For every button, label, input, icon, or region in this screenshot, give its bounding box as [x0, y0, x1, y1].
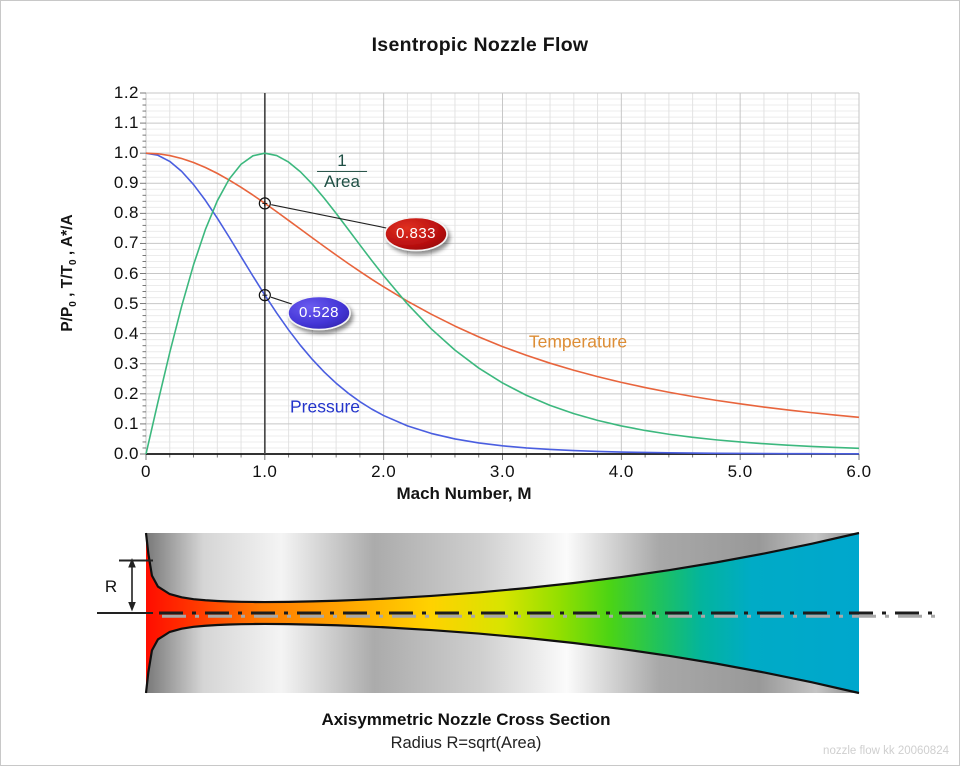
area-label-numerator: 1 [337, 150, 347, 170]
nozzle-caption-title: Axisymmetric Nozzle Cross Section [321, 710, 611, 729]
y-tick-label: 0.0 [113, 444, 139, 463]
y-tick-label: 0.4 [113, 323, 139, 343]
area-label-denominator: Area [317, 170, 367, 192]
x-tick-label: 5.0 [727, 462, 753, 481]
y-tick-label: 0.3 [113, 353, 139, 373]
callout-value-pressure: 0.528 [298, 304, 340, 322]
x-tick-label: 1.0 [252, 462, 278, 481]
callout-marker-icon [258, 289, 271, 302]
nozzle-caption: Axisymmetric Nozzle Cross Section Radius… [138, 710, 794, 753]
y-tick-label: 0.9 [113, 173, 139, 193]
nozzle-wall-top [144, 531, 860, 604]
y-tick-label: 1.1 [113, 113, 139, 133]
curve-pressure [145, 152, 860, 455]
callout-bubble [384, 216, 448, 252]
y-tick-label: 0.8 [113, 203, 139, 223]
y-tick-label: 0.1 [113, 413, 139, 433]
y-axis-title: P/P0 , T/T0 , A*/A [58, 214, 80, 332]
y-tick-label: 1.2 [113, 83, 139, 102]
radius-label: R [104, 577, 118, 596]
y-tick-label: 0.7 [113, 233, 139, 253]
x-axis-title: Mach Number, M [396, 484, 532, 503]
area-curve-label: 1 Area [317, 151, 367, 191]
x-tick-label: 3.0 [489, 462, 516, 481]
curve-inverse-area [145, 152, 860, 455]
x-tick-label: 2.0 [371, 462, 397, 481]
x-tick-label: 0 [141, 462, 151, 481]
y-tick-label: 0.5 [113, 293, 139, 313]
y-tick-label: 1.0 [113, 143, 139, 163]
pressure-curve-label: Pressure [289, 396, 361, 417]
nozzle-caption-subtitle: Radius R=sqrt(Area) [390, 734, 542, 752]
callout-marker-icon [258, 197, 271, 210]
nozzle-wall-bottom [144, 622, 860, 695]
callout-bubble [287, 295, 351, 331]
x-tick-label: 6.0 [846, 462, 872, 481]
x-tick-label: 4.0 [608, 462, 634, 481]
y-tick-label: 0.2 [113, 383, 139, 403]
watermark: nozzle flow kk 20060824 [823, 745, 949, 757]
temperature-curve-label: Temperature [528, 331, 628, 352]
arrow-up-icon [128, 558, 136, 568]
curve-temperature [145, 152, 860, 419]
arrow-down-icon [128, 602, 136, 612]
y-tick-label: 0.6 [113, 263, 139, 283]
callout-value-temperature: 0.833 [395, 225, 437, 243]
chart-title: Isentropic Nozzle Flow [371, 34, 589, 56]
